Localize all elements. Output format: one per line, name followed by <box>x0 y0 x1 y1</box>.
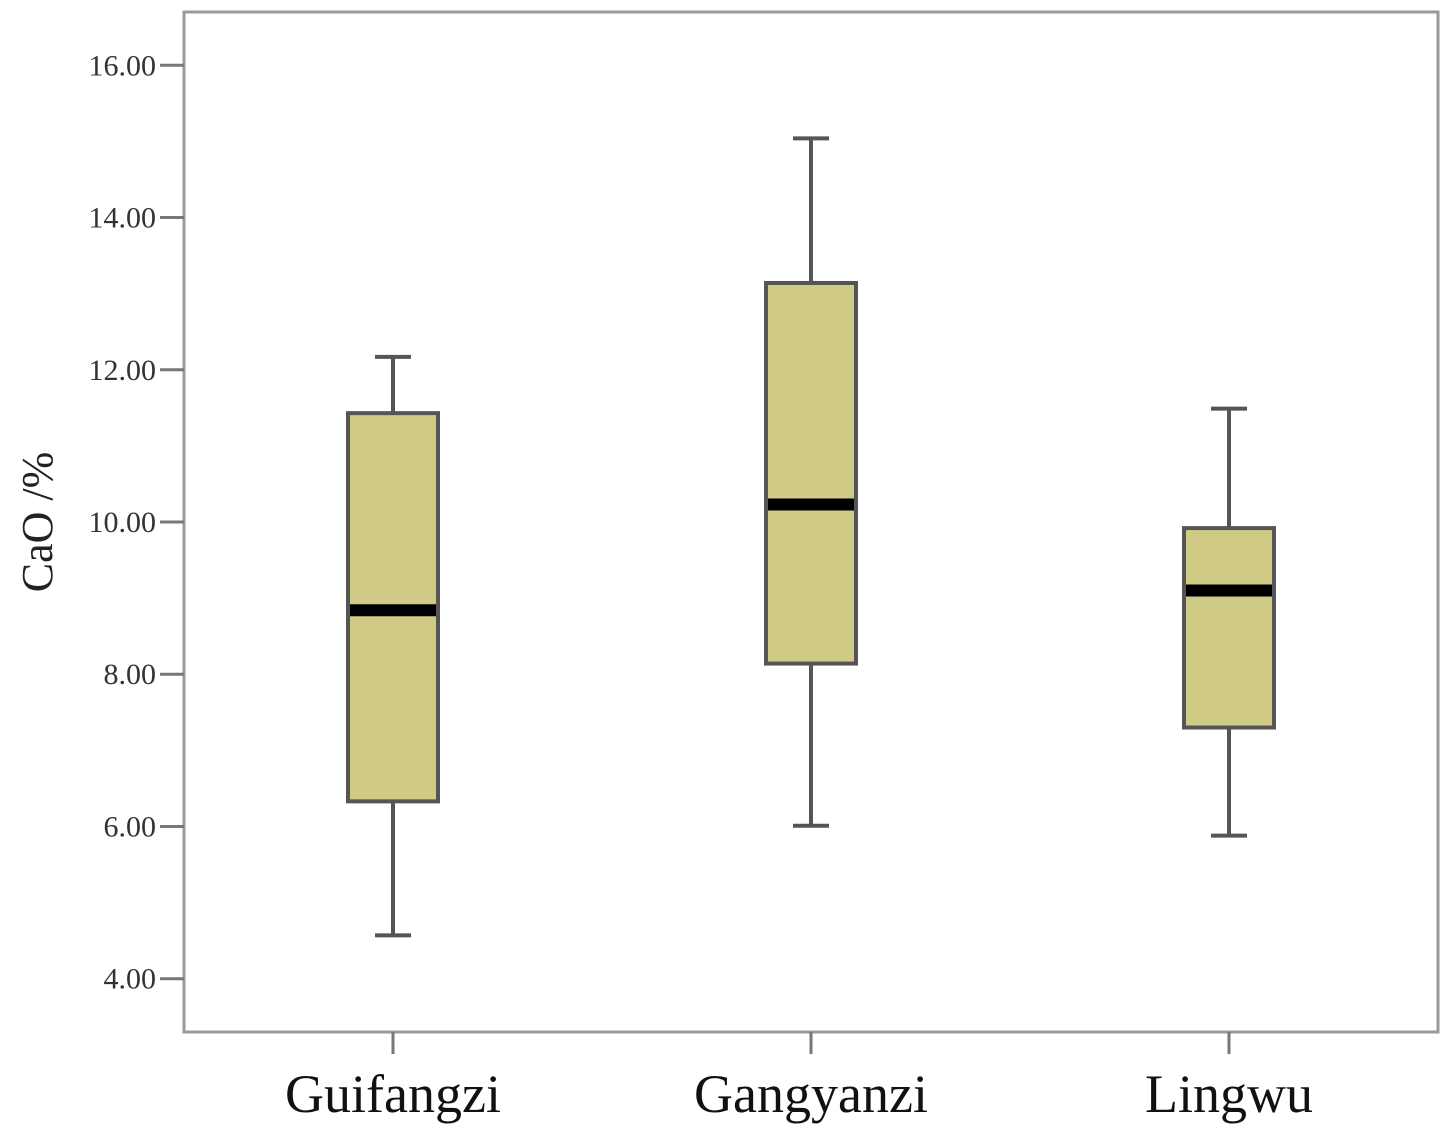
y-axis-title: CaO /% <box>13 452 62 593</box>
y-tick-label: 10.00 <box>89 506 157 539</box>
box-lingwu <box>1182 406 1276 838</box>
y-tick-label: 4.00 <box>104 963 157 996</box>
x-tick-label: Lingwu <box>1145 1064 1313 1124</box>
iqr-box <box>764 280 858 666</box>
y-tick-label: 16.00 <box>89 49 157 82</box>
box-guifangzi <box>346 354 440 938</box>
y-tick-label: 8.00 <box>104 658 157 691</box>
box-gangyanzi <box>764 136 858 828</box>
x-tick-label: Guifangzi <box>285 1064 501 1124</box>
y-tick-label: 12.00 <box>89 354 157 387</box>
x-tick-label: Gangyanzi <box>694 1064 928 1124</box>
x-axis: Guifangzi Gangyanzi Lingwu <box>285 1032 1313 1124</box>
iqr-box <box>1182 526 1276 730</box>
y-tick-label: 14.00 <box>89 202 157 235</box>
boxes <box>346 136 1276 938</box>
y-tick-label: 6.00 <box>104 810 157 843</box>
y-axis: 4.00 6.00 8.00 10.00 12.00 14.00 16.00 <box>89 49 184 996</box>
